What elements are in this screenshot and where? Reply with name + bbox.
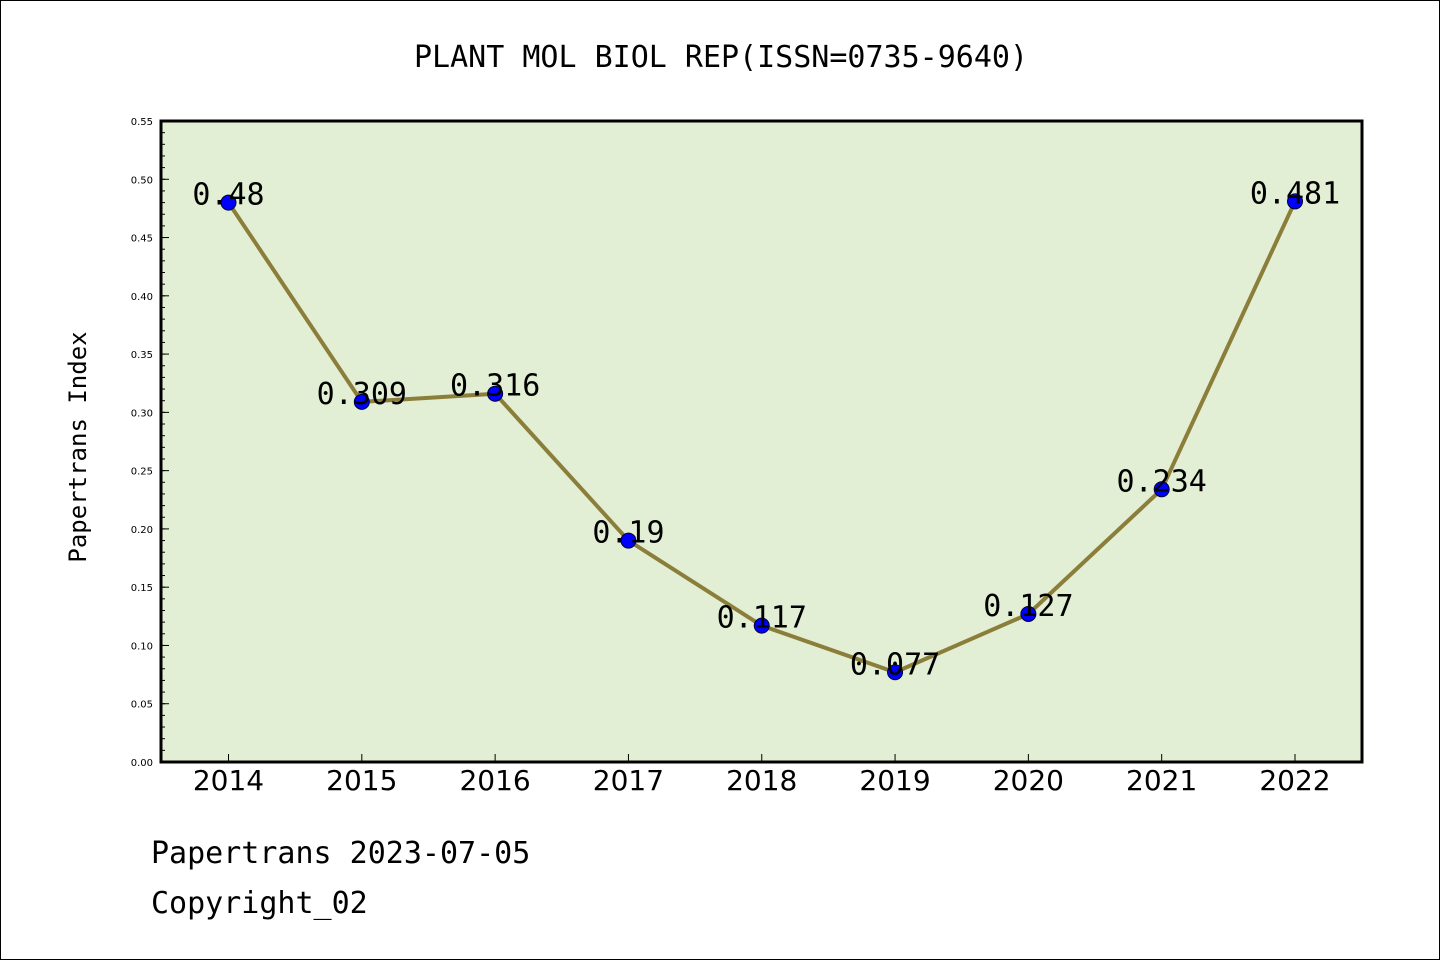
x-tick-label: 2017 [593, 764, 664, 797]
x-axis-ticks: 2014 2015 2016 2017 2018 2019 2020 2021 2022 [193, 754, 1331, 797]
x-tick-label: 2019 [859, 764, 930, 797]
y-tick-label: 0.35 [131, 350, 153, 361]
data-point [1020, 605, 1037, 622]
y-axis-ticks: 0.00 0.05 0.10 0.15 0.20 0.25 0.30 0.35 0.40 0.45… [131, 117, 169, 769]
data-label: 0.481 [1250, 176, 1340, 211]
data-label: 0.48 [192, 178, 264, 213]
x-tick-label: 2020 [993, 764, 1064, 797]
x-tick-label: 2022 [1259, 764, 1330, 797]
data-label: 0.234 [1117, 464, 1207, 499]
x-tick-label: 2018 [726, 764, 797, 797]
y-tick-label: 0.45 [131, 234, 153, 245]
x-tick-label: 2016 [459, 764, 530, 797]
data-point [887, 664, 904, 681]
data-point [220, 194, 237, 211]
y-tick-label: 0.05 [131, 700, 153, 711]
y-tick-label: 0.15 [131, 583, 153, 594]
data-point [753, 617, 770, 634]
chart-title: PLANT MOL BIOL REP(ISSN=0735-9640) [414, 40, 1028, 75]
y-axis-label: Papertrans Index [64, 331, 92, 562]
y-tick-label: 0.30 [131, 408, 153, 419]
data-point [1153, 481, 1170, 498]
data-label: 0.316 [450, 369, 540, 404]
y-tick-label: 0.40 [131, 292, 153, 303]
data-point [487, 385, 504, 402]
data-label: 0.309 [317, 377, 407, 412]
data-label: 0.117 [717, 601, 807, 636]
x-tick-label: 2015 [326, 764, 397, 797]
footer-date-text: Papertrans 2023-07-05 [151, 836, 531, 871]
data-label: 0.127 [983, 589, 1073, 624]
y-tick-label: 0.55 [131, 117, 153, 128]
x-tick-label: 2021 [1126, 764, 1197, 797]
y-tick-label: 0.50 [131, 175, 153, 186]
series-papertrans-index [220, 193, 1303, 681]
y-tick-label: 0.00 [131, 758, 153, 769]
y-tick-label: 0.20 [131, 525, 153, 536]
data-point [1287, 193, 1303, 210]
y-tick-label: 0.10 [131, 641, 153, 652]
data-label: 0.19 [592, 516, 664, 551]
data-label: 0.077 [850, 647, 940, 682]
data-labels: 0.48 0.309 0.316 0.19 0.117 0.077 0.127 0.234 0.… [192, 176, 1340, 682]
plot-area [159, 119, 1364, 764]
y-tick-label: 0.25 [131, 467, 153, 478]
data-point [353, 393, 370, 410]
x-tick-label: 2014 [193, 764, 264, 797]
footer-copyright-text: Copyright_02 [151, 886, 368, 921]
data-point [620, 532, 637, 549]
